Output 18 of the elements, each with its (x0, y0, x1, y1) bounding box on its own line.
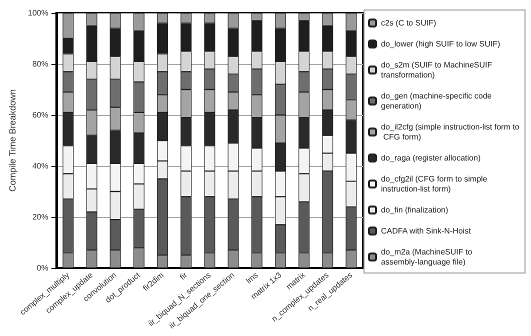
legend-label: do_raga (register allocation) (381, 154, 481, 162)
y-tick-label: 60% (32, 110, 48, 120)
x-tick-label: lms (244, 270, 260, 286)
y-tick-label: 0% (36, 264, 48, 272)
legend-label: do_gen (machine-specific code generation) (381, 92, 494, 110)
legend-label: do_fin (finalization) (381, 206, 448, 214)
legend-label: do_lower (high SUIF to low SUIF) (381, 40, 500, 48)
legend-label: CADFA with Sink-N-Hoist (381, 226, 472, 236)
y-tick-label: 100% (28, 8, 48, 18)
legend-label: c2s (C to SUIF) (381, 18, 436, 28)
legend-label: do_m2a (MachineSUIF to assembly-language file) (381, 248, 474, 266)
y-tick-label: 80% (32, 60, 48, 68)
y-tick-label: 20% (32, 212, 48, 222)
y-tick-label: 40% (32, 162, 48, 170)
legend-label: do_s2m (SUIF to MachineSUIF transformation) (381, 60, 494, 80)
y-axis-title: Compile Time Breakdown (8, 89, 18, 192)
legend-label: do_il2cfg (simple instruction-list form to CFG form) (381, 122, 520, 142)
legend-label: do_cfg2il (CFG form to simple instruction-list form) (381, 174, 490, 194)
